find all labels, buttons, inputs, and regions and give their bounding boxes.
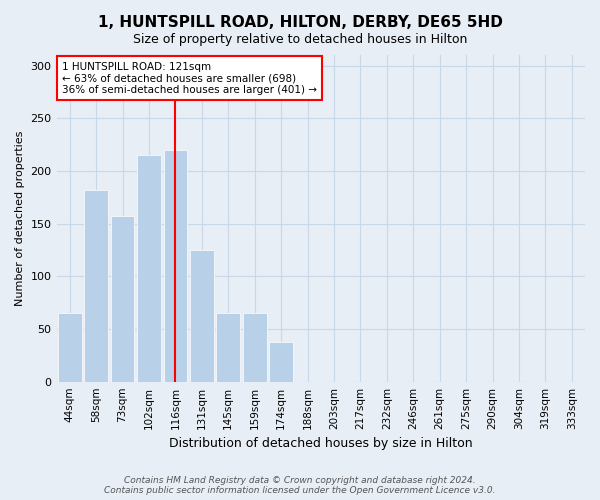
Bar — [217, 313, 240, 382]
Y-axis label: Number of detached properties: Number of detached properties — [15, 130, 25, 306]
Bar — [137, 155, 161, 382]
Text: 1 HUNTSPILL ROAD: 121sqm
← 63% of detached houses are smaller (698)
36% of semi-: 1 HUNTSPILL ROAD: 121sqm ← 63% of detach… — [62, 62, 317, 94]
Text: Size of property relative to detached houses in Hilton: Size of property relative to detached ho… — [133, 32, 467, 46]
Bar — [58, 313, 82, 382]
X-axis label: Distribution of detached houses by size in Hilton: Distribution of detached houses by size … — [169, 437, 473, 450]
Text: 1, HUNTSPILL ROAD, HILTON, DERBY, DE65 5HD: 1, HUNTSPILL ROAD, HILTON, DERBY, DE65 5… — [98, 15, 502, 30]
Bar — [190, 250, 214, 382]
Bar — [164, 150, 187, 382]
Bar — [84, 190, 108, 382]
Bar — [269, 342, 293, 382]
Bar — [111, 216, 134, 382]
Bar — [243, 313, 266, 382]
Text: Contains HM Land Registry data © Crown copyright and database right 2024.
Contai: Contains HM Land Registry data © Crown c… — [104, 476, 496, 495]
